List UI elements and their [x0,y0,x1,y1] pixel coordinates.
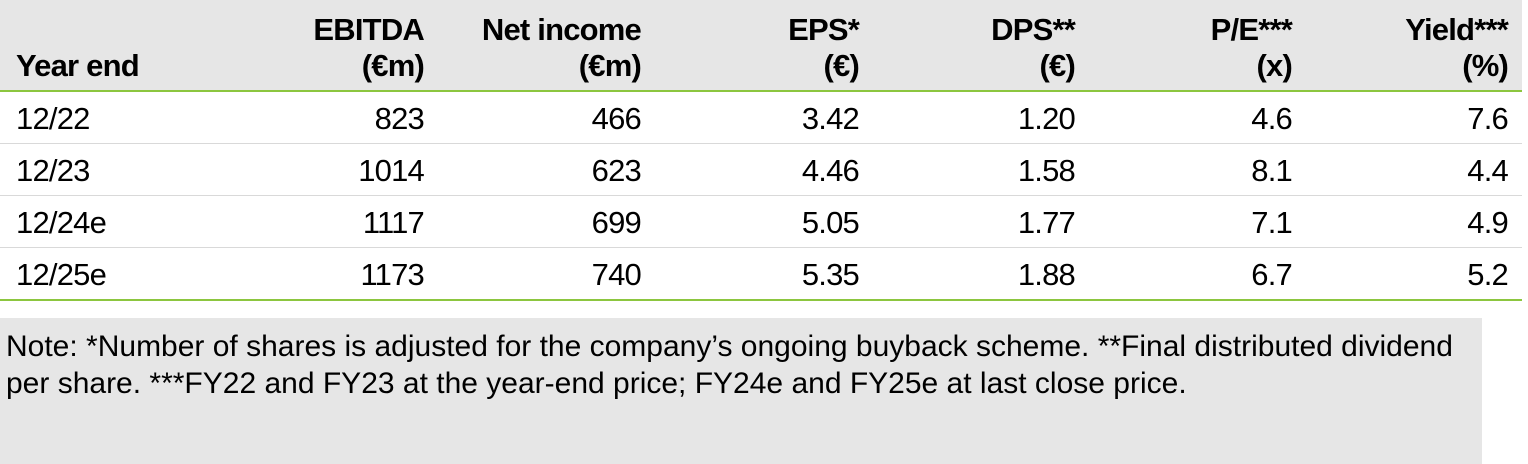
header-yield: Yield*** (%) [1405,12,1509,83]
cell-net-income: 699 [591,204,642,240]
cell-year-end: 12/25e [16,256,107,292]
cell-pe: 4.6 [1251,100,1293,136]
cell-dps: 1.77 [1017,204,1076,240]
cell-yield: 4.9 [1467,204,1509,240]
cell-yield: 5.2 [1467,256,1509,292]
cell-dps: 1.88 [1017,256,1076,292]
header-net-income: Net income (€m) [481,12,642,83]
header-year-end: Year end [16,48,140,83]
cell-ebitda: 1117 [362,204,425,240]
cell-pe: 7.1 [1251,204,1293,240]
header-pe: P/E*** (x) [1210,12,1293,83]
cell-year-end: 12/23 [16,152,90,188]
cell-ebitda: 823 [374,100,425,136]
cell-eps: 5.35 [801,256,860,292]
financial-summary-table: Year end EBITDA (€m) Net income (€m) EPS… [0,0,1522,300]
table-header: Year end EBITDA (€m) Net income (€m) EPS… [0,0,1522,91]
cell-net-income: 623 [591,152,642,188]
cell-eps: 4.46 [801,152,860,188]
cell-net-income: 466 [591,100,642,136]
table-footnote: Note: *Number of shares is adjusted for … [0,318,1482,464]
cell-year-end: 12/22 [16,100,90,136]
cell-net-income: 740 [591,256,642,292]
header-row: Year end EBITDA (€m) Net income (€m) EPS… [0,0,1522,91]
financial-summary-table-wrap: Year end EBITDA (€m) Net income (€m) EPS… [0,0,1522,300]
cell-ebitda: 1173 [360,256,425,292]
cell-dps: 1.58 [1017,152,1076,188]
cell-yield: 7.6 [1467,100,1509,136]
cell-year-end: 12/24e [16,204,107,240]
table-row: 12/25e 1173 740 5.35 1.88 6.7 5.2 [0,248,1522,300]
table-body: 12/22 823 466 3.42 1.20 4.6 7.6 12/23 10… [0,91,1522,300]
table-row: 12/24e 1117 699 5.05 1.77 7.1 4.9 [0,196,1522,248]
cell-eps: 3.42 [801,100,860,136]
table-row: 12/22 823 466 3.42 1.20 4.6 7.6 [0,91,1522,144]
cell-pe: 6.7 [1251,256,1293,292]
header-ebitda: EBITDA (€m) [313,12,424,83]
cell-pe: 8.1 [1251,152,1293,188]
header-dps: DPS** (€) [991,12,1076,83]
cell-yield: 4.4 [1467,152,1509,188]
cell-eps: 5.05 [801,204,860,240]
cell-ebitda: 1014 [358,152,425,188]
table-row: 12/23 1014 623 4.46 1.58 8.1 4.4 [0,144,1522,196]
cell-dps: 1.20 [1017,100,1076,136]
header-eps: EPS* (€) [788,12,860,83]
